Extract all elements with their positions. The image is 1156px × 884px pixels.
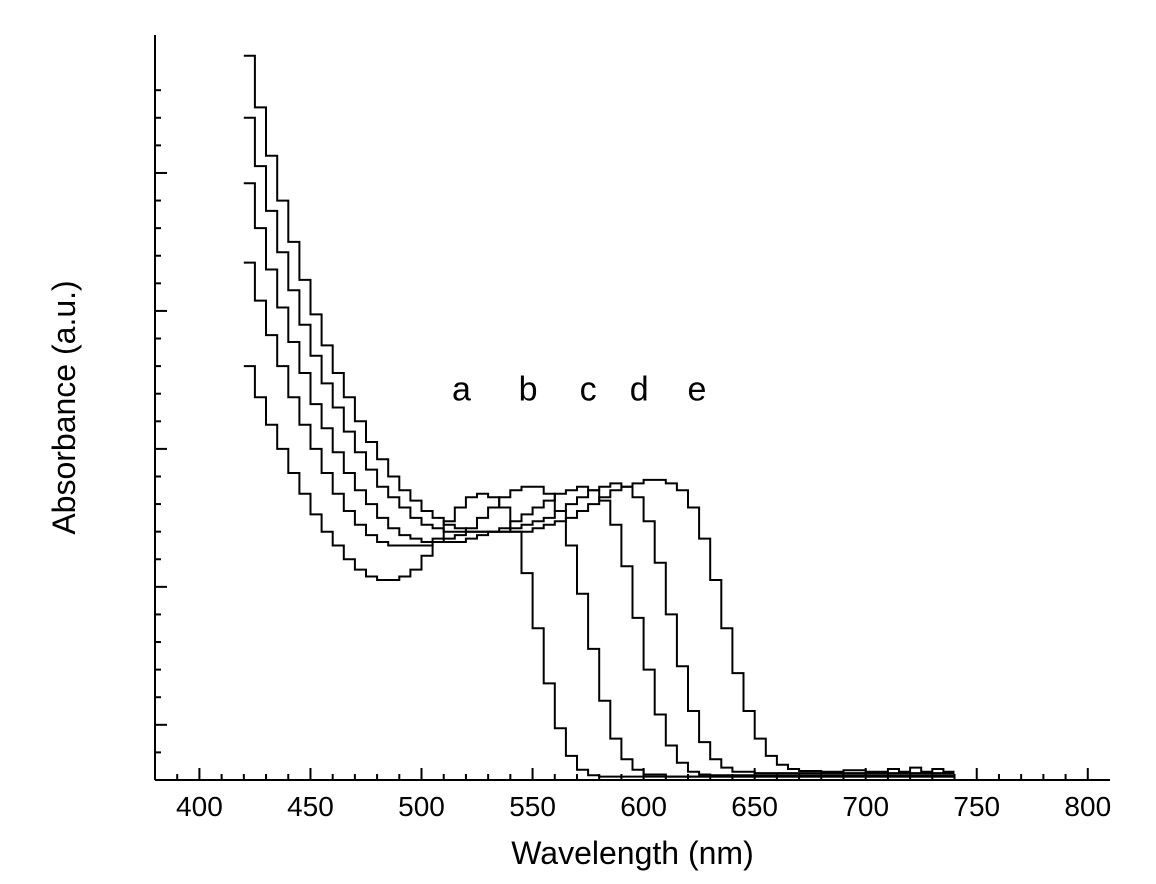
x-tick-label: 750 [953,791,1000,822]
x-tick-label: 400 [176,791,223,822]
x-tick-label: 800 [1064,791,1111,822]
absorbance-chart: 400 450 500 550 600 650 700 750 800 Wavelength (n… [0,0,1156,884]
chart-container: 400 450 500 550 600 650 700 750 800 Wavelength (n… [0,0,1156,884]
y-axis-label: Absorbance (a.u.) [46,280,82,534]
series-label-a: a [452,371,471,409]
x-tick-label: 650 [731,791,778,822]
series-label-b: b [519,371,538,409]
x-tick-label: 500 [398,791,445,822]
series-label-c: c [580,371,597,409]
series-a [244,366,955,776]
series-label-d: d [630,371,649,409]
series-label-e: e [687,371,706,409]
x-axis-label: Wavelength (nm) [511,835,753,871]
series-b [244,263,955,777]
x-tick-label: 700 [842,791,889,822]
x-tick-label: 450 [287,791,334,822]
x-tick-label: 550 [509,791,556,822]
x-tick-label: 600 [620,791,667,822]
